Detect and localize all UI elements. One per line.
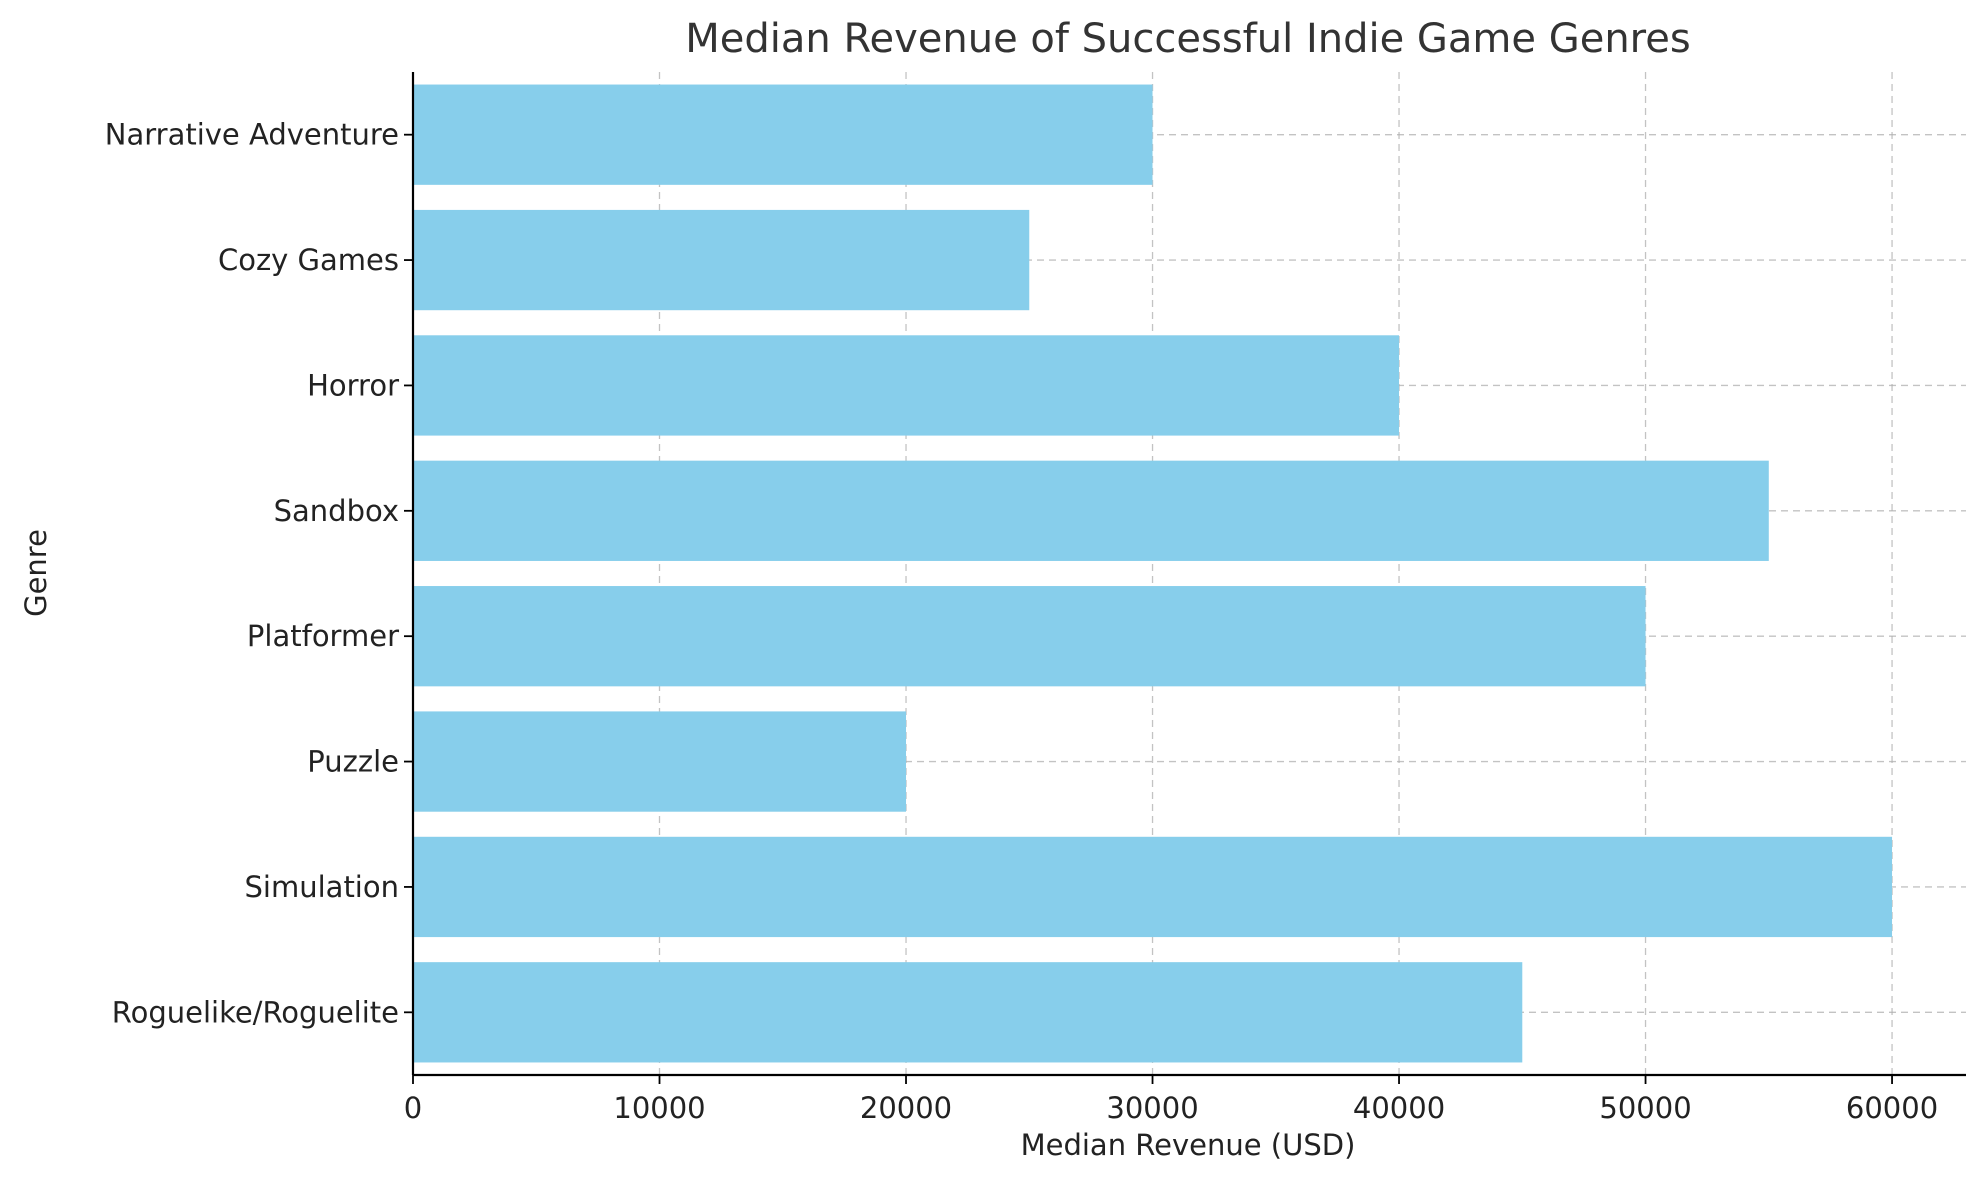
bar [413,711,907,812]
y-tick-label: Roguelike/Roguelite [112,995,399,1029]
y-tick-label: Sandbox [274,494,399,528]
x-tick-label: 20000 [860,1091,952,1125]
x-tick-label: 60000 [1846,1091,1938,1125]
bar [413,209,1030,311]
y-tick-label: Cozy Games [218,243,399,277]
y-tick-label: Simulation [245,870,399,904]
x-tick-label: 40000 [1353,1091,1445,1125]
y-tick-label: Platformer [247,619,399,653]
x-tick-label: 10000 [613,1091,705,1125]
x-tick-label: 50000 [1599,1091,1691,1125]
bar [413,586,1646,687]
bar [413,84,1153,185]
bar [413,962,1523,1063]
x-tick-label: 0 [404,1091,422,1125]
x-tick-label: 30000 [1106,1091,1198,1125]
x-axis-label: Median Revenue (USD) [1021,1128,1356,1162]
y-axis-label: Genre [19,529,53,617]
y-tick-label: Narrative Adventure [105,118,399,152]
y-tick-label: Puzzle [307,745,399,779]
bar [413,335,1400,436]
bar [413,836,1893,938]
bar [413,460,1769,561]
y-tick-label: Horror [307,368,399,402]
bar-layer [413,84,1893,1063]
tick-layer: 0 10000 20000 30000 40000 50000 60000 Roguelike… [105,118,1938,1125]
chart-title: Median Revenue of Successful Indie Game … [685,16,1690,62]
